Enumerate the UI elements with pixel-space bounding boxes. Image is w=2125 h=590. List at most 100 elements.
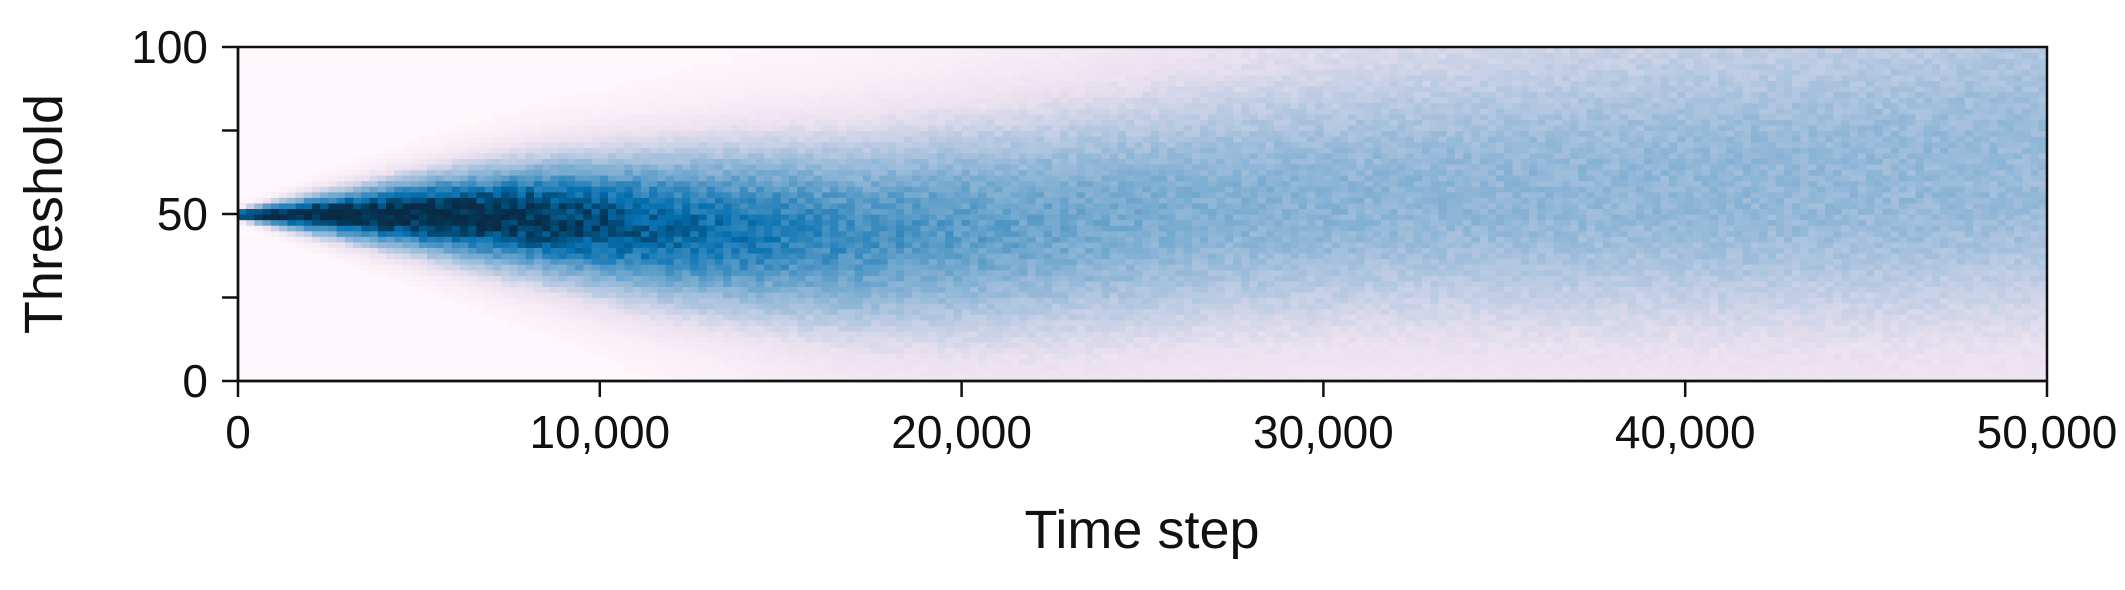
heatmap-cell bbox=[994, 158, 1004, 165]
heatmap-cell bbox=[1076, 85, 1086, 93]
heatmap-cell bbox=[1068, 269, 1078, 276]
heatmap-cell bbox=[394, 269, 404, 276]
heatmap-cell bbox=[624, 108, 634, 115]
heatmap-cell bbox=[723, 375, 732, 381]
heatmap-cell bbox=[690, 136, 700, 143]
heatmap-cell bbox=[1076, 74, 1086, 81]
heatmap-cell bbox=[665, 102, 675, 109]
heatmap-cell bbox=[591, 225, 601, 232]
heatmap-cell bbox=[583, 347, 593, 354]
heatmap-cell bbox=[468, 230, 478, 237]
heatmap-cell bbox=[608, 258, 617, 265]
heatmap-cell bbox=[871, 286, 880, 293]
heatmap-cell bbox=[698, 169, 708, 176]
heatmap-cell bbox=[1060, 119, 1070, 126]
heatmap-cell bbox=[739, 136, 749, 143]
heatmap-cell bbox=[1010, 258, 1020, 265]
heatmap-cell bbox=[476, 130, 486, 137]
heatmap-cell bbox=[887, 314, 897, 321]
heatmap-cell bbox=[1035, 102, 1045, 109]
heatmap-cell bbox=[1019, 280, 1028, 287]
heatmap-cell bbox=[986, 264, 996, 271]
heatmap-cell bbox=[1035, 364, 1045, 371]
heatmap-cell bbox=[690, 364, 700, 371]
heatmap-cell bbox=[879, 175, 889, 182]
heatmap-cell bbox=[262, 219, 272, 226]
heatmap-cell bbox=[443, 241, 453, 248]
heatmap-cell bbox=[747, 303, 757, 310]
heatmap-cell bbox=[854, 303, 864, 310]
heatmap-cell bbox=[501, 147, 510, 154]
heatmap-cell bbox=[303, 225, 313, 232]
heatmap-cell bbox=[854, 214, 864, 221]
heatmap-cell bbox=[961, 158, 971, 165]
heatmap-cell bbox=[764, 180, 774, 187]
heatmap-cell bbox=[460, 130, 469, 137]
heatmap-cell bbox=[821, 191, 831, 198]
heatmap-cell bbox=[854, 180, 864, 187]
heatmap-cell bbox=[1093, 342, 1102, 349]
heatmap-cell bbox=[270, 197, 280, 204]
heatmap-cell bbox=[682, 202, 691, 210]
heatmap-cell bbox=[418, 175, 428, 182]
heatmap-cell bbox=[1019, 197, 1028, 204]
heatmap-cell bbox=[1019, 52, 1028, 59]
heatmap-cell bbox=[994, 236, 1004, 243]
heatmap-cell bbox=[1052, 252, 1061, 260]
heatmap-cell bbox=[1126, 358, 1135, 365]
heatmap-cell bbox=[1126, 364, 1135, 371]
heatmap-cell bbox=[591, 252, 601, 260]
heatmap-cell bbox=[928, 208, 938, 215]
heatmap-cell bbox=[1019, 219, 1028, 226]
heatmap-cell bbox=[986, 97, 996, 104]
heatmap-cell bbox=[476, 191, 486, 198]
heatmap-cell bbox=[821, 280, 831, 287]
heatmap-cell bbox=[830, 141, 839, 148]
heatmap-cell bbox=[484, 175, 494, 182]
heatmap-cell bbox=[682, 291, 691, 299]
heatmap-cell bbox=[517, 241, 527, 248]
heatmap-cell bbox=[936, 275, 946, 282]
heatmap-cell bbox=[566, 147, 576, 154]
heatmap-cell bbox=[706, 197, 716, 204]
heatmap-cell bbox=[492, 269, 502, 276]
heatmap-cell bbox=[1068, 214, 1078, 221]
heatmap-cell bbox=[484, 303, 494, 310]
heatmap-cell bbox=[904, 102, 913, 109]
heatmap-cell bbox=[394, 169, 404, 176]
heatmap-cell bbox=[1101, 342, 1111, 349]
heatmap-cell bbox=[517, 258, 527, 265]
heatmap-cell bbox=[936, 169, 946, 176]
heatmap-cell bbox=[558, 102, 568, 109]
heatmap-cell bbox=[534, 158, 543, 165]
heatmap-cell bbox=[1043, 191, 1053, 198]
heatmap-cell bbox=[476, 124, 486, 132]
heatmap-cell bbox=[1019, 297, 1028, 304]
heatmap-cell bbox=[1084, 269, 1094, 276]
heatmap-cell bbox=[706, 275, 716, 282]
heatmap-cell bbox=[690, 97, 700, 104]
heatmap-cell bbox=[1019, 119, 1028, 126]
heatmap-cell bbox=[1027, 97, 1037, 104]
heatmap-cell bbox=[673, 241, 683, 248]
heatmap-cell bbox=[476, 264, 486, 271]
heatmap-cell bbox=[788, 241, 798, 248]
heatmap-cell bbox=[739, 225, 749, 232]
heatmap-cell bbox=[928, 202, 938, 210]
heatmap-cell bbox=[542, 186, 552, 193]
heatmap-cell bbox=[682, 113, 691, 120]
heatmap-cell bbox=[1117, 330, 1127, 338]
heatmap-cell bbox=[566, 113, 576, 120]
heatmap-cell bbox=[608, 342, 617, 349]
heatmap-cell bbox=[904, 225, 913, 232]
heatmap-cell bbox=[599, 113, 609, 120]
heatmap-cell bbox=[936, 63, 946, 70]
heatmap-cell bbox=[961, 330, 971, 338]
heatmap-cell bbox=[920, 330, 930, 338]
heatmap-cell bbox=[542, 241, 552, 248]
heatmap-cell bbox=[928, 63, 938, 70]
heatmap-cell bbox=[1043, 342, 1053, 349]
heatmap-cell bbox=[1084, 314, 1094, 321]
heatmap-cell bbox=[1052, 80, 1061, 87]
